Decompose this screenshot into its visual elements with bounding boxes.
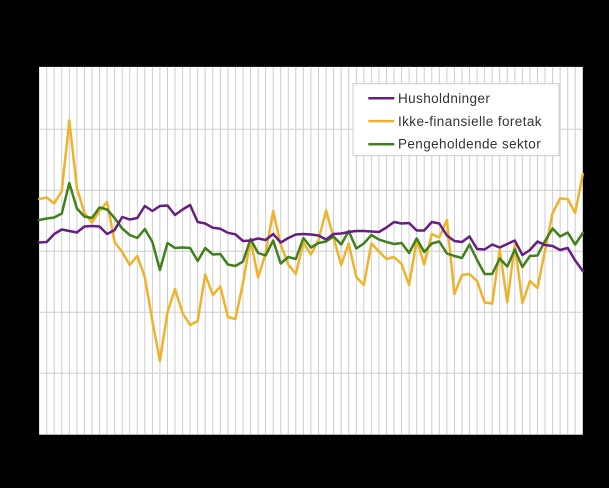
svg-text:Ikke-finansielle foretak: Ikke-finansielle foretak: [398, 114, 542, 129]
svg-text:Pengeholdende sektor: Pengeholdende sektor: [398, 137, 541, 152]
svg-text:Husholdninger: Husholdninger: [398, 91, 490, 106]
